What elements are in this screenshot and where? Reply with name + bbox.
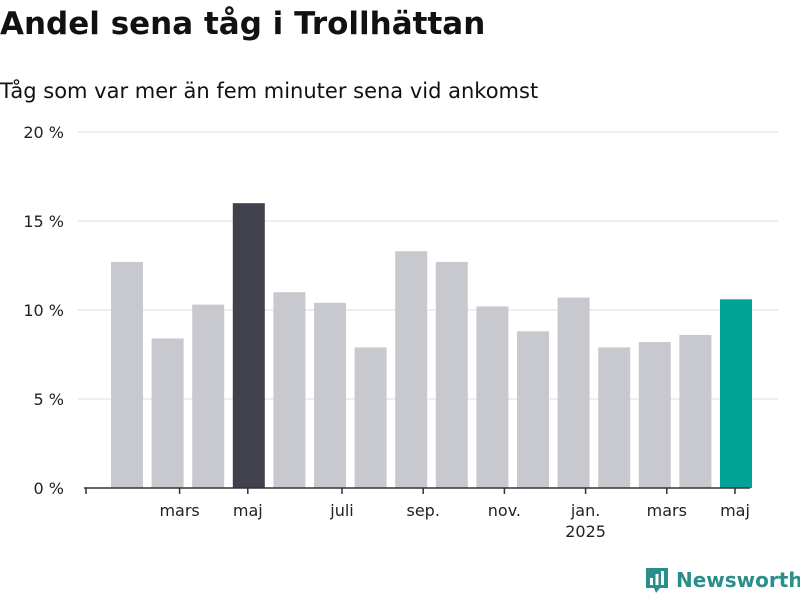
- y-tick-label: 20 %: [23, 123, 64, 142]
- bar: [151, 338, 184, 488]
- brand-name: Newsworthy: [676, 568, 800, 592]
- x-tick-label: jan.: [570, 501, 600, 520]
- bar: [638, 342, 671, 488]
- bar: [354, 347, 387, 488]
- brand-logo: Newsworthy: [644, 566, 800, 594]
- bar: [111, 261, 143, 488]
- x-tick-year-label: 2025: [565, 522, 606, 541]
- y-tick-label: 10 %: [23, 301, 64, 320]
- bar: [598, 347, 631, 488]
- bar: [679, 334, 712, 488]
- x-tick-label: mars: [159, 501, 199, 520]
- y-tick-label: 5 %: [34, 390, 64, 409]
- x-tick-label: maj: [233, 501, 263, 520]
- x-tick-label: maj: [720, 501, 750, 520]
- x-tick-label: juli: [329, 501, 353, 520]
- x-tick-label: sep.: [406, 501, 439, 520]
- bar: [273, 292, 306, 488]
- bar: [232, 203, 265, 488]
- chart-subtitle: Tåg som var mer än fem minuter sena vid …: [0, 79, 539, 103]
- y-tick-label: 0 %: [34, 479, 64, 498]
- bar: [314, 302, 346, 488]
- bar: [395, 251, 428, 488]
- bar: [557, 297, 590, 488]
- newsworthy-logo-icon: [646, 568, 668, 593]
- bar: [720, 299, 752, 488]
- x-tick-label: nov.: [488, 501, 521, 520]
- bar-chart: 0 % 5 % 10 % 15 % 20 % mars maj juli sep. nov. jan…: [23, 123, 778, 541]
- x-tick-label: mars: [647, 501, 687, 520]
- bar: [476, 306, 509, 488]
- bar: [192, 304, 225, 488]
- chart-title: Andel sena tåg i Trollhättan: [0, 6, 486, 42]
- bar: [517, 331, 549, 488]
- y-tick-label: 15 %: [23, 212, 64, 231]
- bar: [435, 261, 468, 488]
